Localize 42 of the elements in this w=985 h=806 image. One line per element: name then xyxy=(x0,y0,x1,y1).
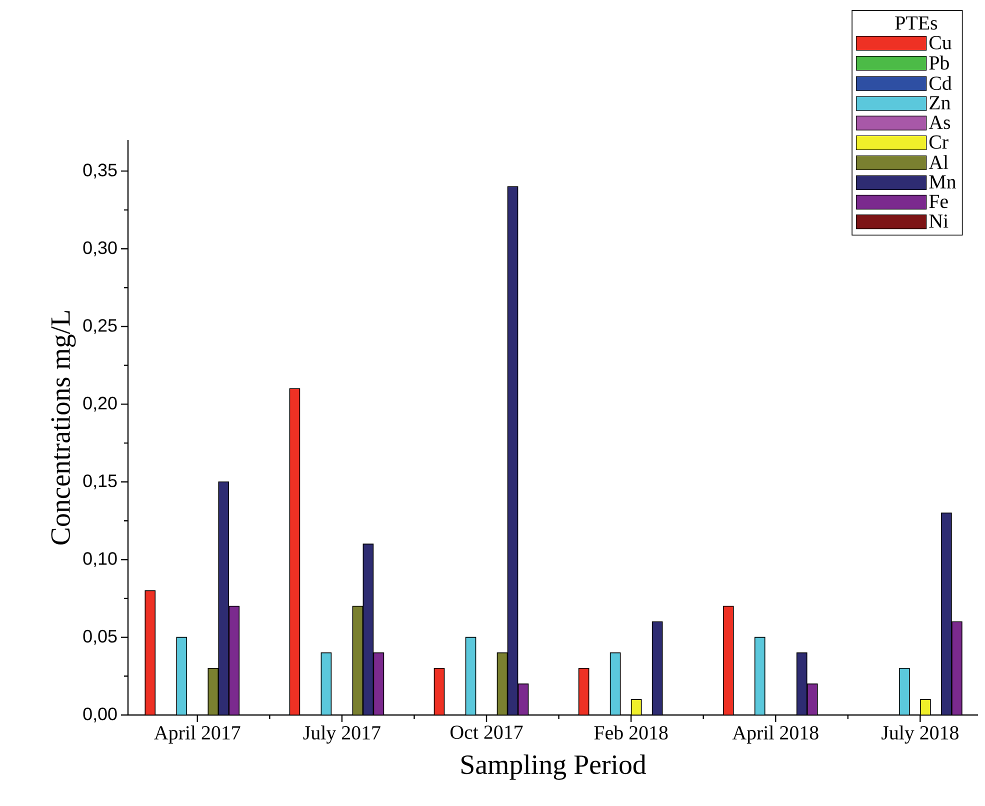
y-tick-label: 0,25 xyxy=(83,319,117,334)
legend-label: Ni xyxy=(929,214,948,228)
x-tick-label: July 2018 xyxy=(882,726,958,744)
y-tick-label: 0,00 xyxy=(83,708,117,722)
legend-label: Fe xyxy=(929,194,948,208)
bar xyxy=(352,606,364,715)
x-tick-label: Feb 2018 xyxy=(594,726,668,740)
x-tick-label: April 2017 xyxy=(154,726,240,744)
bar xyxy=(518,684,529,715)
x-tick-label: April 2018 xyxy=(732,726,818,744)
legend-label: Cr xyxy=(929,135,948,149)
bar xyxy=(507,186,518,715)
bar xyxy=(218,481,230,715)
bar xyxy=(578,668,590,715)
bar xyxy=(362,544,374,715)
y-axis-title: Concentrations mg/L xyxy=(51,311,76,545)
legend-label: Zn xyxy=(930,96,950,110)
y-tick-label: 0,20 xyxy=(83,396,117,412)
legend-label: Mn xyxy=(929,175,956,188)
x-axis-title: Sampling Period xyxy=(461,754,646,780)
bar xyxy=(289,388,300,715)
legend-label: Cu xyxy=(929,36,952,50)
legend-label: As xyxy=(928,116,950,130)
legend-label: Pb xyxy=(929,56,949,70)
bar xyxy=(496,652,508,715)
x-tick-label: Oct 2017 xyxy=(450,726,523,739)
y-tick-label: 0,15 xyxy=(83,474,117,490)
y-tick-label: 0,05 xyxy=(83,630,117,645)
legend-title: PTEs xyxy=(895,16,938,30)
bar xyxy=(610,652,621,715)
bar xyxy=(652,621,663,715)
legend-label: Al xyxy=(928,155,948,169)
y-tick-label: 0,35 xyxy=(83,164,117,178)
x-tick-label: July 2017 xyxy=(303,726,380,744)
legend-label: Cd xyxy=(929,76,952,90)
y-tick-label: 0,10 xyxy=(83,552,117,568)
bar xyxy=(941,512,952,715)
bar xyxy=(465,636,476,715)
bar xyxy=(320,652,332,715)
y-tick-label: 0,30 xyxy=(83,241,117,256)
bar xyxy=(373,652,384,715)
bar xyxy=(434,668,445,715)
